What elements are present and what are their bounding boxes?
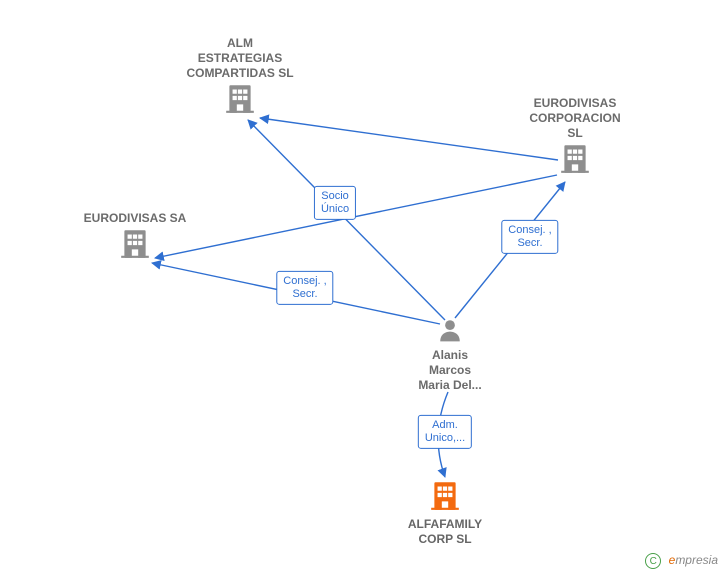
edge-label-3: Consej. ,Secr. [501,220,558,254]
node-person[interactable]: AlanisMarcosMaria Del... [410,317,490,393]
building-icon [390,478,500,517]
edge-label-2: SocioÚnico [314,186,356,220]
node-label-eurodivisas_corp: EURODIVISASCORPORACIONSL [515,96,635,141]
node-eurodivisas_corp[interactable]: EURODIVISASCORPORACIONSL [515,96,635,180]
brand-rest: mpresia [675,553,718,567]
edge-4 [155,175,557,258]
node-label-eurodivisas_sa: EURODIVISAS SA [70,211,200,226]
node-label-alm: ALMESTRATEGIASCOMPARTIDAS SL [170,36,310,81]
building-icon [70,226,200,265]
node-eurodivisas_sa[interactable]: EURODIVISAS SA [70,211,200,265]
node-label-alfafamily: ALFAFAMILYCORP SL [390,517,500,547]
edge-label-4: Consej. ,Secr. [276,271,333,305]
building-icon [170,81,310,120]
footer-attribution: C empresia [645,553,718,569]
node-alfafamily[interactable]: ALFAFAMILYCORP SL [390,478,500,547]
copyright-icon: C [645,553,661,569]
building-icon [515,141,635,180]
node-alm[interactable]: ALMESTRATEGIASCOMPARTIDAS SL [170,36,310,120]
person-icon [410,317,490,348]
node-label-person: AlanisMarcosMaria Del... [410,348,490,393]
edge-2 [260,118,558,160]
edge-label-5: Adm.Unico,... [418,415,472,449]
